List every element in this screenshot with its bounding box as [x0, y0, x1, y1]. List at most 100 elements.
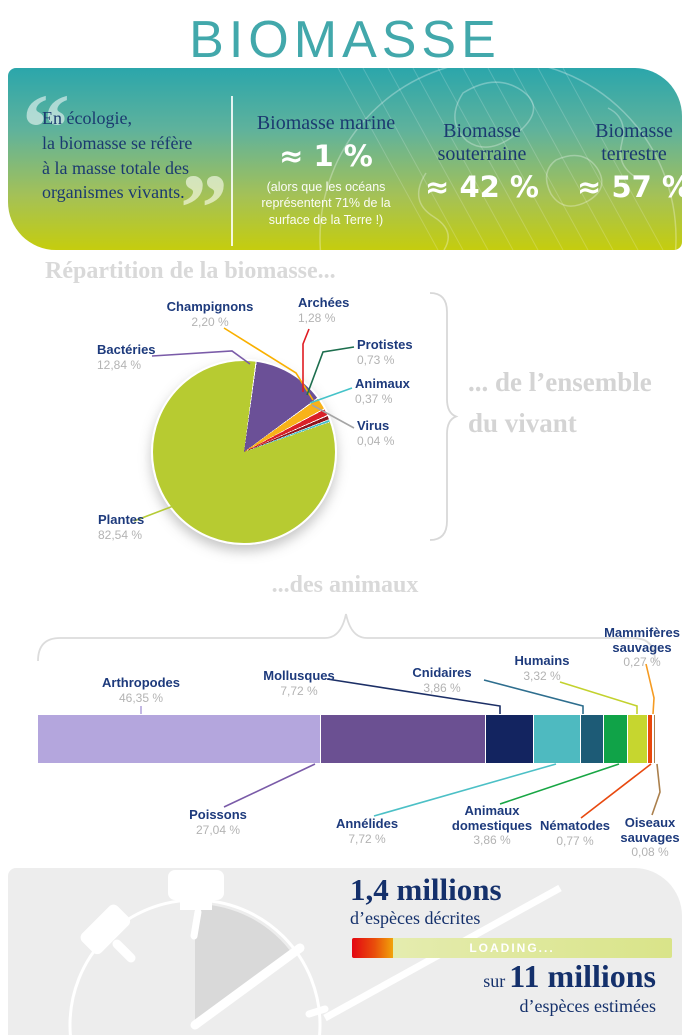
chart-label-mammifères-sauvages: Mammifères sauvages 0,27 %: [597, 625, 687, 670]
stopwatch-icon: [68, 870, 562, 1035]
leader-line: [651, 763, 661, 816]
footer-panel: 1,4 millions d’espèces décrites LOADING.…: [8, 868, 682, 1035]
estimated-number: 11 millions: [509, 958, 656, 994]
label-name: Nématodes: [539, 818, 611, 833]
described-label: d’espèces décrites: [350, 908, 481, 928]
bar-segment-arthropodes: [38, 715, 322, 763]
chart-label-protistes: Protistes 0,73 %: [357, 337, 437, 367]
label-value: 0,27 %: [623, 655, 661, 670]
label-value: 3,86 %: [473, 833, 511, 848]
chart-label-bactéries: Bactéries 12,84 %: [97, 342, 187, 372]
label-name: Humains: [514, 653, 570, 668]
header-divider: [231, 96, 233, 246]
chart-label-nématodes: Nématodes 0,77 %: [525, 818, 625, 848]
label-value: 7,72 %: [280, 683, 318, 698]
leader-line: [645, 663, 655, 715]
chart-label-annélides: Annélides 7,72 %: [317, 816, 417, 846]
label-name: Oiseaux sauvages: [620, 815, 680, 845]
label-name: Champignons: [166, 299, 254, 314]
bar-segment-animaux-domestiques: [604, 715, 628, 763]
stat-label: Biomasse terrestre: [595, 120, 673, 165]
bar-segment-mammifères-sauvages: [652, 715, 655, 763]
chart-label-humains: Humains 3,32 %: [492, 653, 592, 683]
brace-right-icon: [429, 292, 459, 541]
label-value: 7,72 %: [348, 831, 386, 846]
chart-label-arthropodes: Arthropodes 46,35 %: [81, 675, 201, 705]
label-value: 0,37 %: [355, 391, 393, 406]
label-name: Protistes: [357, 337, 413, 352]
label-name: Cnidaires: [412, 665, 472, 680]
label-value: 27,04 %: [195, 822, 241, 837]
chart-label-animaux-domestiques: Animaux domestiques 3,86 %: [442, 803, 542, 848]
chart-label-champignons: Champignons 2,20 %: [150, 299, 270, 329]
label-value: 3,32 %: [523, 668, 561, 683]
stacked-bar: [38, 715, 655, 763]
label-name: Plantes: [98, 512, 145, 527]
label-name: Annélides: [335, 816, 399, 831]
stat-value: ≈ 42 %: [425, 170, 539, 204]
stat-note: (alors que les océans représentent 71% d…: [261, 180, 391, 227]
quote-close-icon: ”: [180, 154, 228, 251]
chart-label-animaux: Animaux 0,37 %: [355, 376, 435, 406]
label-name: Virus: [357, 418, 390, 433]
leader-line: [559, 681, 638, 714]
bar-segment-poissons: [321, 715, 487, 763]
quote-open-icon: “: [22, 74, 70, 181]
page-title: BIOMASSE: [189, 11, 501, 69]
chart-label-poissons: Poissons 27,04 %: [168, 807, 268, 837]
label-value: 2,20 %: [191, 314, 229, 329]
stat-label: Biomasse souterraine: [437, 120, 527, 165]
label-value: 1,28 %: [298, 310, 336, 325]
chart-label-virus: Virus 0,04 %: [357, 418, 437, 448]
chart-label-plantes: Plantes 82,54 %: [98, 512, 188, 542]
stat-biomasse-souterraine: Biomasse souterraine ≈ 42 %: [416, 120, 548, 204]
described-value: 1,4 millions: [350, 872, 502, 907]
label-name: Bactéries: [97, 342, 156, 357]
label-value: 12,84 %: [97, 357, 142, 372]
label-value: 0,04 %: [357, 433, 395, 448]
label-value: 82,54 %: [98, 527, 143, 542]
label-name: Animaux: [355, 376, 410, 391]
label-value: 0,77 %: [556, 833, 594, 848]
leader-line: [499, 763, 620, 805]
loading-bar: LOADING...: [352, 938, 672, 958]
label-name: Arthropodes: [102, 675, 180, 690]
bar-section-heading: ...des animaux: [271, 572, 419, 598]
stopwatch-elapsed-wedge: [195, 904, 294, 1025]
quote-text: En écologie, la biomasse se réfère à la …: [42, 108, 193, 203]
stat-value: ≈ 1 %: [279, 139, 373, 173]
label-name: Animaux domestiques: [451, 803, 533, 833]
bar-segment-cnidaires: [580, 715, 605, 763]
label-name: Poissons: [189, 807, 247, 822]
label-name: Mammifères sauvages: [604, 625, 680, 655]
chart-label-cnidaires: Cnidaires 3,86 %: [387, 665, 497, 695]
leader-line: [483, 679, 584, 714]
stat-biomasse-terrestre: Biomasse terrestre ≈ 57 %: [568, 120, 682, 204]
estimated-label: d’espèces estimées: [519, 996, 656, 1016]
header-band: “ En écologie, la biomasse se réfère à l…: [8, 68, 682, 250]
label-name: Archées: [298, 295, 350, 310]
label-value: 3,86 %: [423, 680, 461, 695]
bar-segment-mollusques: [486, 715, 534, 763]
bar-segment-humains: [627, 715, 649, 763]
estimated-value: sur 11 millions: [483, 958, 656, 995]
estimated-prefix: sur: [483, 971, 506, 991]
stat-biomasse-marine: Biomasse marine ≈ 1 % (alors que les océ…: [238, 112, 414, 228]
leader-line: [223, 763, 316, 808]
chart-label-archées: Archées 1,28 %: [298, 295, 378, 325]
chart-label-oiseaux-sauvages: Oiseaux sauvages 0,08 %: [605, 815, 690, 860]
label-name: Mollusques: [263, 668, 335, 683]
leader-line: [580, 763, 652, 819]
loading-label: LOADING...: [469, 941, 555, 955]
pie-section-heading: Répartition de la biomasse...: [45, 258, 336, 284]
stat-label: Biomasse marine: [256, 112, 396, 134]
leader-line: [306, 346, 355, 396]
bar-segment-annélides: [533, 715, 581, 763]
bar-segment-nématodes: [648, 715, 653, 763]
label-value: 46,35 %: [118, 690, 164, 705]
globe-sketch-icon: [319, 68, 677, 250]
pie-side-note: ... de l’ensemble du vivant: [468, 367, 652, 438]
label-value: 0,08 %: [631, 845, 669, 860]
chart-label-mollusques: Mollusques 7,72 %: [239, 668, 359, 698]
